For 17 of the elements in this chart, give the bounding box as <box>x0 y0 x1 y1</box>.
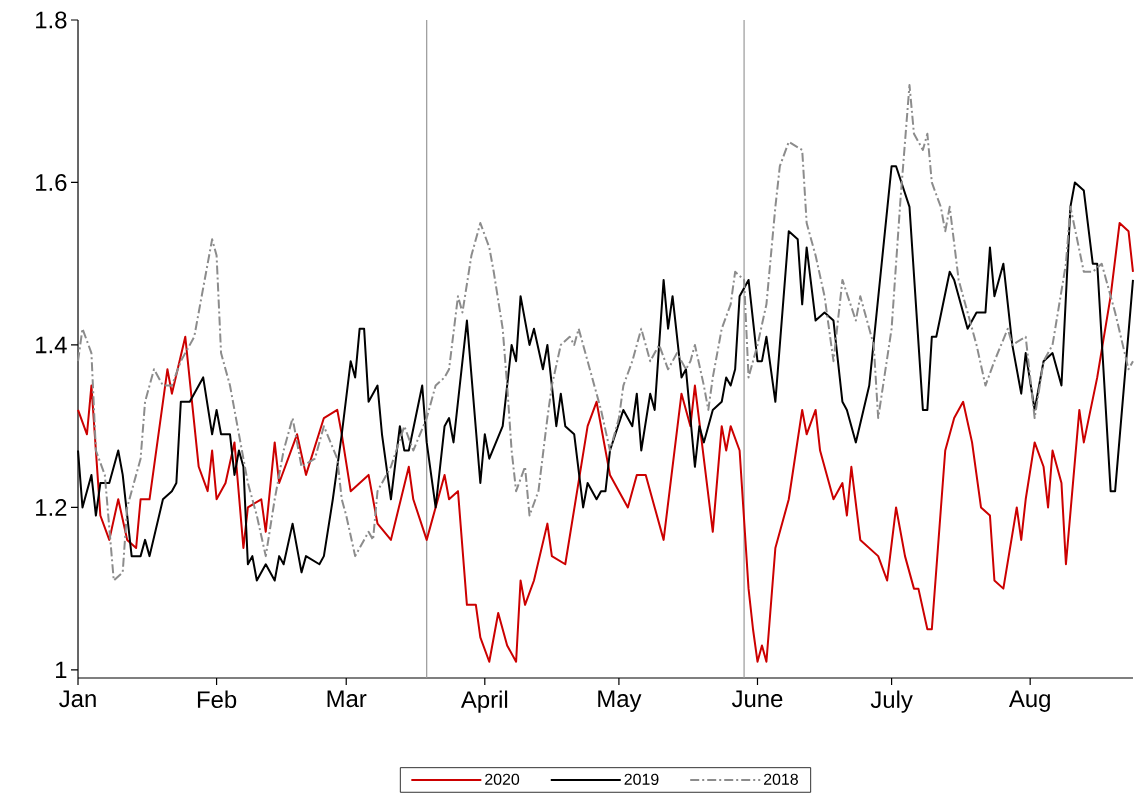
x-tick-label: Feb <box>197 690 237 709</box>
x-tick-label: May <box>598 690 642 712</box>
x-tick-label: April <box>460 690 508 713</box>
y-tick-label: 1.2 <box>36 499 67 516</box>
x-tick-label: Aug <box>1008 690 1050 712</box>
legend-label: 2018 <box>764 773 798 785</box>
y-tick-label: 1.8 <box>36 11 67 29</box>
x-tick-label: Jan <box>59 690 96 708</box>
legend-label: 2019 <box>624 773 659 785</box>
y-tick-label: 1 <box>56 661 67 679</box>
legend-label: 2020 <box>485 773 520 785</box>
x-tick-label: June <box>731 690 783 708</box>
line-series <box>77 222 1134 663</box>
y-tick-label: 1.6 <box>36 174 67 191</box>
y-tick-label: 1.4 <box>36 336 67 354</box>
x-tick-label: Mar <box>327 690 367 708</box>
x-tick-label: July <box>870 690 913 713</box>
